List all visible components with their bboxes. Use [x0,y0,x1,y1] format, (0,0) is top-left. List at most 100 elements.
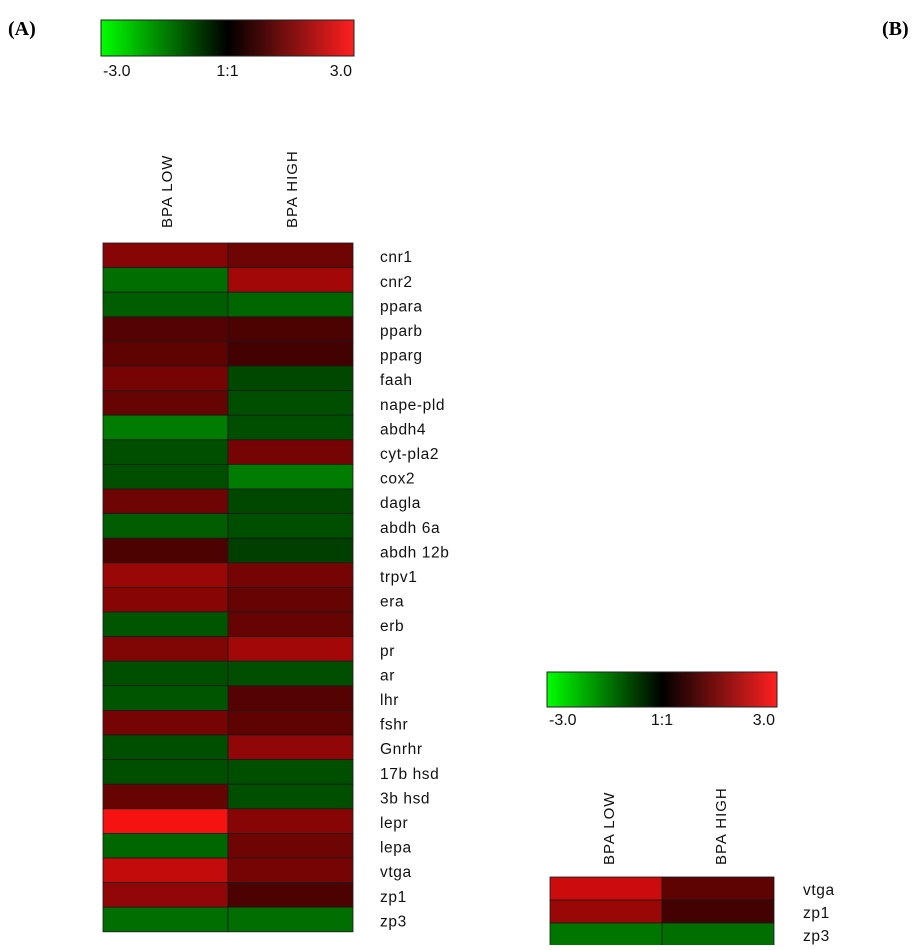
heatmap-cell [227,316,354,342]
row-label: erb [380,618,404,635]
column-label: BPA LOW [601,792,618,865]
row-label: vtga [803,882,835,899]
color-scale-tick-label: -3.0 [103,63,131,80]
heatmap-cell [102,636,229,662]
color-scale-tick-label: 1:1 [651,712,673,729]
heatmap-cell [227,882,354,908]
heatmap-cell [227,242,354,269]
heatmap-panel-a: -3.0 1:1 3.0 BPA LOW BPA HIGH cnr1 cnr2 ppara pp… [100,19,449,933]
heatmap-cell [227,414,354,441]
row-label: pparg [380,348,423,365]
row-label: lhr [380,692,399,709]
heatmap-cell [102,439,229,465]
row-label: zp3 [380,913,407,930]
heatmap-cell [227,390,354,416]
color-scale-tick-label: 3.0 [753,712,775,729]
heatmap-cell [102,611,229,638]
row-label: Gnrhr [380,741,423,758]
heatmap-cell [661,876,775,901]
row-label: zp1 [380,889,407,906]
row-label: abdh4 [380,421,426,438]
heatmap-cell [227,783,354,810]
heatmap-cell [227,857,354,884]
heatmap-cell [227,710,354,736]
row-label: pparb [380,323,423,340]
heatmap-cell [102,882,229,908]
heatmap-cell [227,439,354,465]
heatmap-cell [102,390,229,416]
row-label: cyt-pla2 [380,446,439,463]
heatmap-cell [227,488,354,515]
heatmap-cell [102,513,229,539]
heatmap-cell [227,463,354,490]
heatmap-cell [102,660,229,687]
heatmap-cell [102,414,229,441]
heatmap-cell [227,734,354,761]
row-label: cox2 [380,471,415,488]
row-label: pr [380,643,395,660]
heatmap-cell [227,611,354,638]
row-label: ppara [380,298,423,315]
heatmap-cell [661,899,775,924]
row-label: abdh 12b [380,544,449,561]
row-label: zp1 [803,905,830,922]
heatmap-cell [102,808,229,834]
heatmap-cell [227,587,354,613]
panel-label-b: (B) [882,18,909,40]
heatmap-cell [102,537,229,564]
heatmap-cell [227,365,354,392]
column-label: BPA HIGH [713,787,730,865]
row-label: 17b hsd [380,766,439,783]
heatmap-cell [102,291,229,318]
heatmap-cell [102,857,229,884]
heatmap-cell [227,636,354,662]
color-scale-tick-label: 3.0 [330,63,352,80]
row-label: era [380,594,404,611]
heatmap-cell [549,899,663,924]
heatmap-cell [227,537,354,564]
heatmap-cell [102,242,229,269]
row-label: cnr1 [380,249,413,266]
row-label: faah [380,372,413,389]
heatmap-cell [102,488,229,515]
row-label: zp3 [803,928,830,945]
heatmap-cell [102,587,229,613]
row-label: fshr [380,717,408,734]
heatmap-cell [102,463,229,490]
heatmap-cell [227,808,354,834]
heatmap-cell [102,906,229,933]
heatmap-panel-b: -3.0 1:1 3.0 BPA LOW BPA HIGH vtga zp1 zp3 [546,671,835,947]
heatmap-cell [102,710,229,736]
row-label: ar [380,667,395,684]
color-scale-tick-label: -3.0 [549,712,577,729]
heatmap-cell [227,291,354,318]
heatmap-cell [227,660,354,687]
heatmap-cell [549,922,663,947]
heatmap-cell [227,562,354,588]
heatmap-cell [102,365,229,392]
row-label: abdh 6a [380,520,440,537]
heatmap-cell [102,340,229,367]
row-label: lepr [380,815,408,832]
heatmap-cell [102,783,229,810]
heatmap-cell [549,876,663,901]
color-scale-bar [546,671,778,708]
heatmap-cell [102,734,229,761]
heatmap-cell [227,759,354,785]
column-label: BPA LOW [159,155,176,228]
heatmap-cell [227,906,354,933]
heatmap-cell [102,833,229,859]
row-label: 3b hsd [380,790,430,807]
heatmap-cell [227,267,354,293]
color-scale-bar [100,19,355,57]
heatmap-cell [102,759,229,785]
heatmap-cell [102,562,229,588]
row-label: vtga [380,864,412,881]
heatmap-cell [227,340,354,367]
row-label: dagla [380,495,421,512]
heatmap-cell [102,267,229,293]
column-label: BPA HIGH [284,150,301,228]
row-label: cnr2 [380,274,413,291]
heatmap-cell [102,316,229,342]
